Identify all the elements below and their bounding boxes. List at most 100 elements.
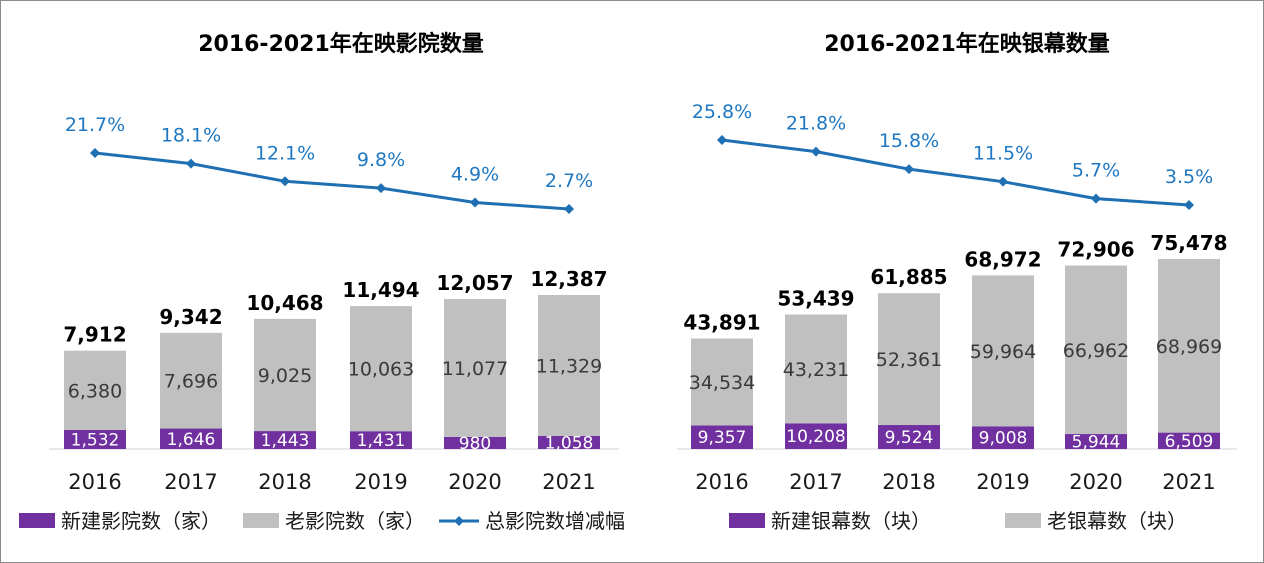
bar-old-segment <box>254 318 316 432</box>
bar-old-segment <box>538 295 600 436</box>
x-tick-label: 2018 <box>882 470 935 494</box>
legend-line-marker <box>454 516 464 526</box>
bar-total-label: 75,478 <box>1150 231 1227 255</box>
bar-old-segment <box>160 332 222 429</box>
bar-old-segment <box>64 350 126 430</box>
legend-label: 总影院数增减幅 <box>485 509 625 533</box>
bar-new-label: 9,008 <box>979 429 1028 449</box>
x-tick-label: 2017 <box>789 470 842 494</box>
legend-swatch <box>1005 513 1041 528</box>
x-tick-label: 2017 <box>164 470 217 494</box>
bar-new-segment <box>160 428 222 449</box>
bar-new-label: 9,524 <box>885 428 934 448</box>
x-tick-label: 2019 <box>354 470 407 494</box>
x-tick-label: 2019 <box>976 470 1029 494</box>
bar-new-label: 980 <box>459 434 491 454</box>
bar-total-label: 12,387 <box>530 267 607 291</box>
growth-label: 5.7% <box>1072 160 1120 182</box>
bar-new-label: 1,443 <box>261 431 310 451</box>
bar-old-segment <box>878 293 940 426</box>
bar-new-segment <box>1158 432 1220 449</box>
bar-old-segment <box>785 314 847 424</box>
growth-point <box>280 176 290 187</box>
bar-new-label: 5,944 <box>1072 433 1121 453</box>
bar-new-segment <box>691 425 753 449</box>
bar-new-segment <box>972 426 1034 449</box>
growth-point <box>564 204 574 214</box>
bar-old-label: 43,231 <box>783 359 849 381</box>
growth-point <box>998 176 1008 187</box>
bar-new-segment <box>254 431 316 449</box>
bar-total-label: 43,891 <box>683 311 760 335</box>
x-tick-label: 2021 <box>542 470 595 494</box>
bar-new-segment <box>538 435 600 449</box>
bar-new-segment <box>444 436 506 449</box>
growth-label: 2.7% <box>545 170 593 192</box>
bar-old-label: 10,063 <box>348 359 414 381</box>
bar-old-label: 7,696 <box>164 371 218 393</box>
bar-total-label: 72,906 <box>1057 237 1134 261</box>
bar-new-label: 1,646 <box>167 430 216 450</box>
growth-label: 21.8% <box>786 113 846 135</box>
bar-new-segment <box>785 423 847 449</box>
growth-point <box>811 146 821 157</box>
x-tick-label: 2020 <box>448 470 501 494</box>
bar-total-label: 10,468 <box>246 291 323 315</box>
bar-total-label: 53,439 <box>777 286 854 310</box>
bar-total-label: 61,885 <box>870 265 947 289</box>
x-tick-label: 2018 <box>258 470 311 494</box>
bar-old-label: 66,962 <box>1063 340 1129 362</box>
growth-line <box>721 138 1190 207</box>
legend-label: 老银幕数（块） <box>1047 509 1187 533</box>
bar-new-segment <box>1065 434 1127 449</box>
x-tick-label: 2016 <box>695 470 748 494</box>
growth-label: 4.9% <box>451 164 499 186</box>
legend-label: 老影院数（家） <box>285 509 425 533</box>
growth-point <box>186 158 196 169</box>
bar-old-label: 52,361 <box>876 349 942 371</box>
bar-old-label: 68,969 <box>1156 336 1222 358</box>
bar-old-segment <box>1065 265 1127 435</box>
bar-total-label: 68,972 <box>964 247 1041 271</box>
bar-old-label: 6,380 <box>68 380 122 402</box>
bar-new-label: 9,357 <box>698 428 747 448</box>
legend-label: 新建银幕数（块） <box>771 509 931 533</box>
bar-old-segment <box>691 338 753 426</box>
x-tick-label: 2021 <box>1162 470 1215 494</box>
bar-new-segment <box>64 429 126 449</box>
chart-title: 2016-2021年在映银幕数量 <box>824 31 1110 57</box>
growth-label: 11.5% <box>973 143 1033 165</box>
bar-new-segment <box>878 425 940 449</box>
growth-label: 15.8% <box>879 130 939 152</box>
bar-total-label: 11,494 <box>342 278 419 302</box>
legend-swatch <box>243 513 279 528</box>
growth-point <box>470 197 480 208</box>
x-tick-label: 2020 <box>1069 470 1122 494</box>
growth-point <box>376 183 386 194</box>
bar-total-label: 12,057 <box>436 271 513 295</box>
bar-old-label: 59,964 <box>970 341 1036 363</box>
chart-title: 2016-2021年在映影院数量 <box>198 31 484 57</box>
growth-point <box>904 164 914 175</box>
bar-new-segment <box>350 431 412 449</box>
growth-point <box>1184 200 1194 210</box>
bar-total-label: 9,342 <box>159 305 222 329</box>
growth-label: 3.5% <box>1165 166 1213 188</box>
growth-point <box>90 148 100 158</box>
bar-old-segment <box>444 299 506 437</box>
x-tick-label: 2016 <box>68 470 121 494</box>
bar-old-label: 11,077 <box>442 358 508 380</box>
growth-line <box>94 151 570 211</box>
bar-old-label: 34,534 <box>689 372 755 394</box>
growth-label: 12.1% <box>255 142 315 164</box>
growth-label: 21.7% <box>65 114 125 136</box>
bar-new-label: 10,208 <box>786 427 845 447</box>
bar-new-label: 1,532 <box>71 430 120 450</box>
legend-swatch <box>729 513 765 528</box>
growth-label: 18.1% <box>161 125 221 147</box>
bar-old-segment <box>972 275 1034 427</box>
bar-old-segment <box>1158 259 1220 433</box>
bar-old-segment <box>350 306 412 432</box>
